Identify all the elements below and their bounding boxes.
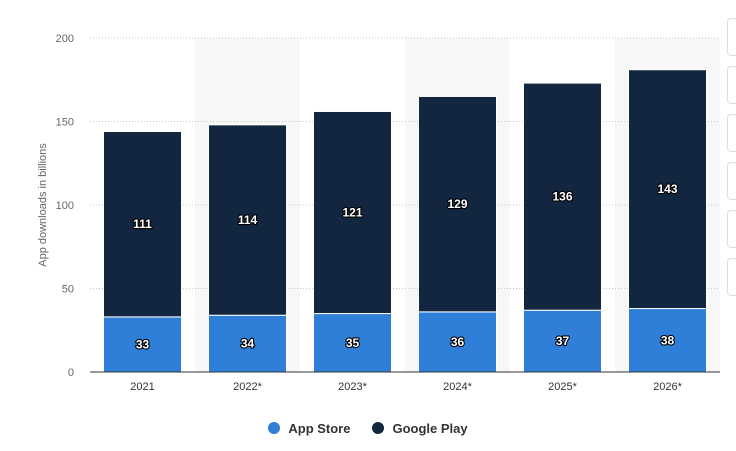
- legend-item-google-play[interactable]: Google Play: [372, 420, 468, 436]
- bar-google-play[interactable]: [103, 131, 182, 318]
- data-label: 111: [133, 217, 152, 231]
- y-axis-label: App downloads in billions: [37, 143, 49, 267]
- x-axis-ticks: 2021 2022* 2023* 2024* 2025* 2026*: [130, 381, 682, 393]
- x-tick-label: 2023*: [338, 381, 367, 393]
- y-axis-ticks: 0 50 100 150 200: [56, 33, 74, 379]
- data-label: 35: [346, 336, 360, 350]
- bar-google-play[interactable]: [208, 124, 287, 316]
- data-label: 129: [447, 197, 467, 211]
- data-label: 143: [657, 182, 677, 196]
- bar-app-store[interactable]: [418, 311, 497, 373]
- legend-marker: [372, 422, 385, 434]
- x-tick-label: 2021: [130, 381, 154, 393]
- x-tick-label: 2025*: [548, 381, 577, 393]
- data-label: 37: [556, 334, 570, 348]
- bar-app-store[interactable]: [208, 314, 287, 373]
- data-label: 38: [661, 333, 675, 347]
- data-label: 36: [451, 335, 465, 349]
- bar-google-play[interactable]: [313, 110, 392, 315]
- side-toolbar-tab-5[interactable]: [727, 210, 736, 248]
- bars: [103, 69, 707, 373]
- bar-app-store[interactable]: [523, 309, 602, 373]
- legend: App Store Google Play: [0, 416, 736, 440]
- legend-label: App Store: [288, 420, 351, 436]
- data-label: 34: [241, 337, 255, 351]
- data-label: 121: [342, 206, 362, 220]
- y-tick-label: 0: [68, 367, 74, 379]
- x-tick-label: 2022*: [233, 381, 262, 393]
- bar-app-store[interactable]: [103, 316, 182, 373]
- bar-google-play[interactable]: [523, 82, 602, 311]
- x-tick-label: 2026*: [653, 381, 682, 393]
- side-toolbar-tab-4[interactable]: [727, 162, 736, 200]
- y-tick-label: 150: [56, 117, 74, 129]
- side-toolbar-tab-1[interactable]: [727, 18, 736, 56]
- y-tick-label: 200: [56, 33, 74, 45]
- bar-google-play[interactable]: [628, 69, 707, 310]
- x-tick-label: 2024*: [443, 381, 472, 393]
- bar-google-play[interactable]: [418, 95, 497, 313]
- legend-marker: [268, 422, 281, 434]
- y-tick-label: 50: [62, 284, 74, 296]
- data-label: 33: [136, 337, 150, 351]
- gridlines: [90, 37, 720, 289]
- side-toolbar-tab-6[interactable]: [727, 258, 736, 296]
- data-label: 136: [552, 190, 572, 204]
- bar-app-store[interactable]: [313, 313, 392, 373]
- side-toolbar-tab-3[interactable]: [727, 114, 736, 152]
- data-label: 114: [238, 213, 258, 227]
- side-toolbar-tab-2[interactable]: [727, 66, 736, 104]
- data-labels: 33 111 34 114 35 121 36 129 37 136 38 143: [132, 181, 679, 353]
- legend-label: Google Play: [392, 420, 468, 436]
- legend-item-app-store[interactable]: App Store: [268, 421, 350, 436]
- y-tick-label: 100: [56, 200, 74, 212]
